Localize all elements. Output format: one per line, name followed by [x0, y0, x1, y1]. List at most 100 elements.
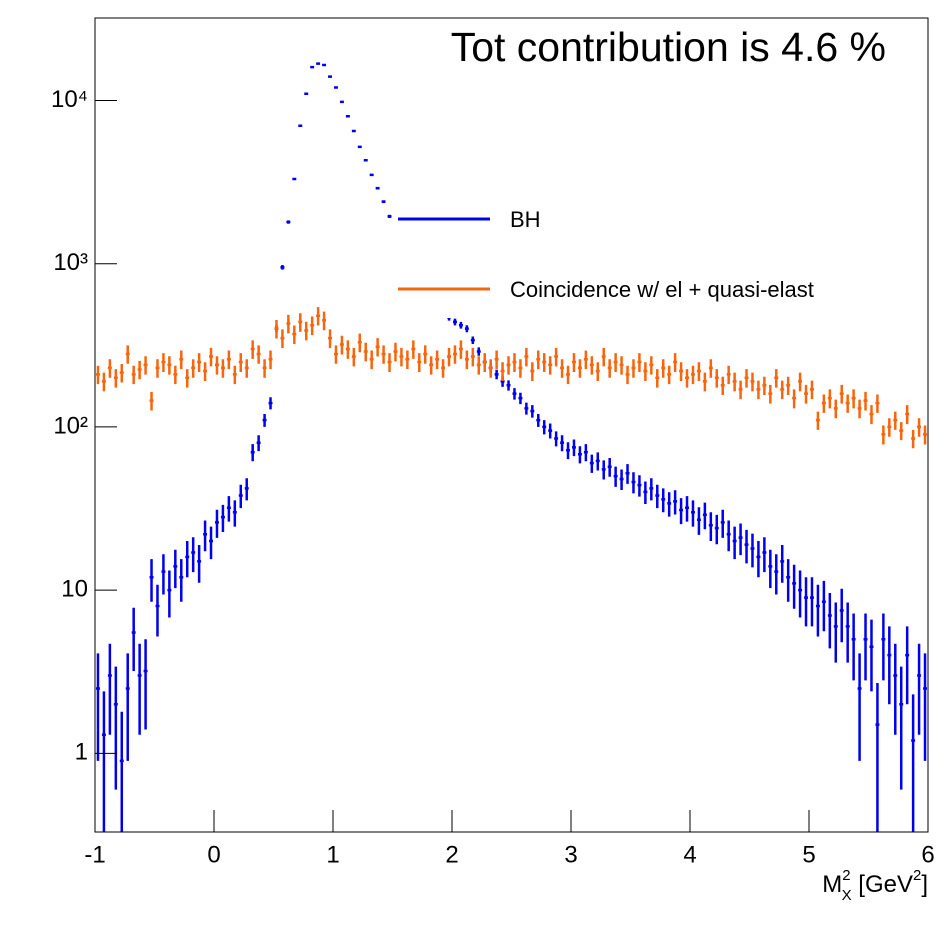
data-point [655, 484, 660, 509]
data-point [780, 545, 785, 583]
data-point [637, 475, 642, 497]
data-point [917, 643, 922, 735]
data-point [155, 359, 160, 378]
data-point [250, 444, 255, 462]
data-point [661, 359, 666, 378]
data-point [453, 345, 457, 364]
data-point [631, 359, 636, 378]
data-point [328, 329, 332, 349]
data-point [256, 435, 261, 452]
data-point [268, 397, 273, 410]
data-point [494, 350, 499, 370]
x-axis-label: M2 X [GeV2] [822, 867, 928, 904]
data-point [560, 435, 565, 452]
x-tick-label: 6 [921, 841, 934, 868]
data-point [226, 496, 231, 522]
data-point [917, 418, 922, 437]
frame [94, 17, 929, 833]
data-point [161, 554, 166, 595]
data-point [328, 75, 332, 78]
data-point [429, 356, 434, 375]
data-point [780, 380, 785, 400]
x-tick-label: 2 [445, 841, 458, 868]
data-point [768, 384, 773, 404]
data-point [577, 359, 582, 378]
y-tick-label: 10³ [53, 249, 88, 276]
data-point [911, 694, 916, 832]
data-point [197, 353, 202, 373]
legend-label: BH [510, 207, 541, 232]
data-point [815, 584, 820, 637]
data-point [732, 526, 737, 560]
data-point [220, 504, 225, 533]
data-point [863, 391, 868, 411]
data-point [256, 345, 261, 364]
data-point [542, 420, 547, 435]
data-point [625, 464, 630, 484]
data-point [506, 356, 511, 375]
data-point [738, 380, 743, 400]
data-point [238, 353, 243, 373]
data-point [708, 512, 713, 542]
data-point [625, 365, 630, 385]
data-point [905, 626, 910, 705]
data-point [649, 478, 654, 501]
data-point [815, 411, 820, 430]
data-point [631, 472, 636, 494]
data-point [215, 356, 219, 375]
data-point [667, 365, 672, 385]
data-point [113, 369, 118, 388]
data-point [185, 369, 190, 388]
data-point [345, 340, 350, 359]
data-point [334, 86, 338, 89]
data-point [827, 389, 832, 409]
data-point [589, 454, 594, 473]
data-point [577, 446, 582, 464]
data-point [566, 365, 570, 385]
data-point [143, 356, 148, 375]
data-point [685, 369, 689, 388]
data-point [500, 362, 505, 382]
data-point [518, 359, 523, 378]
data-point [351, 129, 356, 133]
data-point [572, 353, 576, 373]
data-point [232, 500, 237, 527]
data-point [131, 365, 136, 385]
data-point [215, 509, 219, 538]
data-point [869, 619, 874, 692]
data-point [191, 537, 196, 573]
data-point [197, 545, 202, 583]
data-point [583, 350, 588, 370]
data-point [310, 65, 315, 69]
data-point [667, 492, 672, 517]
data-point [643, 362, 648, 382]
data-point [381, 345, 386, 364]
data-point [470, 336, 475, 345]
data-point [488, 359, 493, 378]
data-point [613, 466, 618, 487]
data-point [792, 564, 797, 609]
data-point [536, 350, 541, 370]
data-point [220, 359, 225, 378]
data-point [554, 431, 559, 447]
data-point [363, 342, 368, 362]
data-point [821, 394, 826, 413]
data-point [595, 452, 600, 471]
data-point [786, 559, 791, 602]
data-point [173, 549, 178, 589]
data-point [226, 350, 231, 370]
x-label-unit-sup: 2 [913, 867, 921, 884]
data-point [583, 444, 588, 462]
legend-box [392, 192, 900, 318]
data-point [827, 593, 832, 649]
data-point [881, 425, 886, 445]
data-point [339, 100, 344, 104]
data-point [411, 340, 416, 359]
data-point [447, 347, 451, 367]
data-point [423, 345, 428, 364]
data-point [875, 394, 880, 413]
y-tick-label: 1 [75, 739, 88, 766]
data-point [470, 347, 475, 367]
data-point [601, 347, 606, 367]
data-point [601, 460, 606, 480]
